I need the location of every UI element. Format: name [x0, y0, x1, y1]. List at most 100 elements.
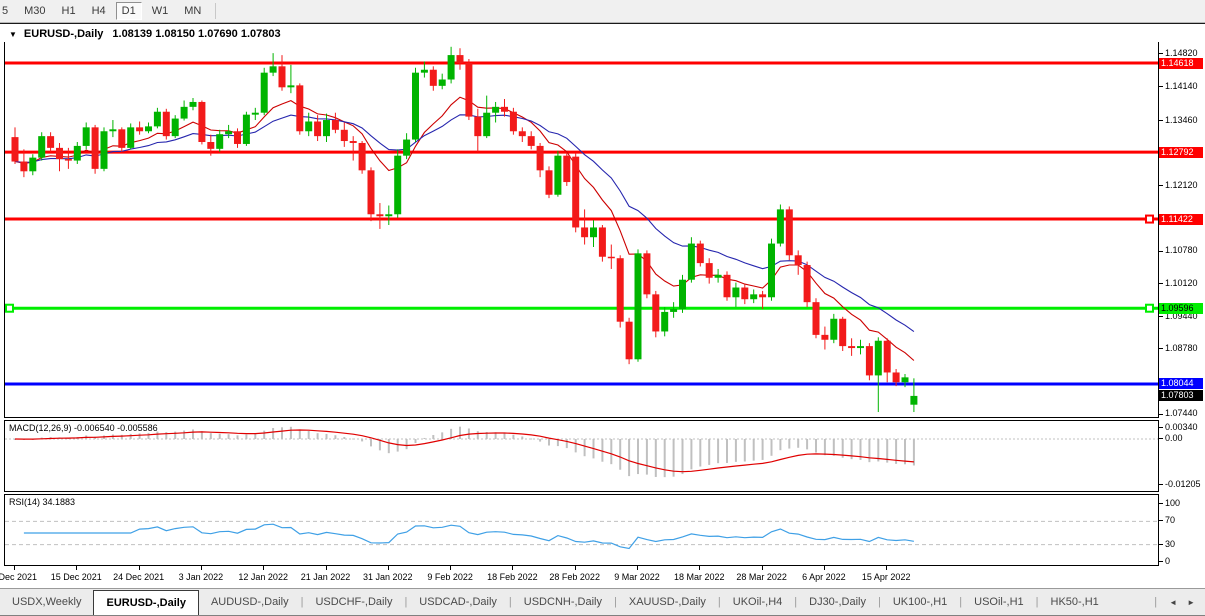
- timeframe-button-5[interactable]: 5: [2, 5, 9, 17]
- axis-tick: [1159, 315, 1163, 317]
- macd-label: MACD(12,26,9) -0.006540 -0.005586: [9, 423, 158, 433]
- tab-hk50-h1[interactable]: HK50-,H1: [1050, 596, 1099, 608]
- macd-chart: [5, 426, 1158, 478]
- timeframe-button-h1[interactable]: H1: [61, 5, 76, 17]
- price-axis-label: 1.08780: [1159, 343, 1198, 353]
- date-axis-tick: [14, 566, 15, 570]
- date-axis-label: 15 Dec 2021: [50, 572, 102, 582]
- date-axis-label: 18 Mar 2022: [674, 572, 725, 582]
- date-axis-tick: [512, 566, 514, 570]
- tab-usdcnh-daily[interactable]: USDCNH-,Daily: [523, 596, 603, 608]
- axis-tick: [1159, 484, 1163, 486]
- axis-tick: [1159, 185, 1163, 187]
- price-level-badge: 1.12792: [1159, 146, 1203, 158]
- tab-separator: |: [404, 596, 408, 608]
- tab-dj30-daily[interactable]: DJ30-,Daily: [809, 596, 866, 608]
- macd-axis-label: -0.01205: [1159, 479, 1201, 489]
- tab-scroll-left-icon[interactable]: ◄: [1169, 597, 1178, 607]
- date-axis-label: 21 Jan 2022: [300, 572, 351, 582]
- date-axis-label: 9 Mar 2022: [614, 572, 660, 582]
- tab-usdcad-daily[interactable]: USDCAD-,Daily: [419, 596, 497, 608]
- tab-usdchf-daily[interactable]: USDCHF-,Daily: [315, 596, 393, 608]
- axis-tick: [1159, 282, 1163, 284]
- price-chart-pane[interactable]: [4, 42, 1159, 418]
- price-axis-label: 1.07440: [1159, 408, 1198, 418]
- axis-tick: [1159, 413, 1163, 415]
- line-handle-right[interactable]: [1145, 303, 1154, 313]
- tab-xauusd-daily[interactable]: XAUUSD-,Daily: [628, 596, 706, 608]
- line-handle-right[interactable]: [1145, 214, 1154, 224]
- date-axis-tick: [76, 566, 78, 570]
- tab-usoil-h1[interactable]: USOil-,H1: [974, 596, 1024, 608]
- price-level-badge: 1.09596: [1159, 302, 1203, 314]
- tab-separator: |: [508, 596, 512, 608]
- timeframe-button-h4[interactable]: H4: [91, 5, 106, 17]
- macd-axis-label: 0.00340: [1159, 422, 1198, 432]
- timeframe-toolbar: 5 M30 H1 H4 D1 W1 MN: [0, 0, 1205, 23]
- price-axis-label: 1.12120: [1159, 180, 1198, 190]
- candlestick-series: [11, 46, 918, 413]
- timeframe-button-m30[interactable]: M30: [24, 5, 46, 17]
- price-axis-label: 1.14820: [1159, 48, 1198, 58]
- axis-tick: [1159, 119, 1163, 121]
- rsi-indicator-pane[interactable]: RSI(14) 34.1883: [4, 494, 1159, 566]
- rsi-axis-label: 0: [1159, 556, 1170, 566]
- tab-ukoil-h4[interactable]: UKOil-,H4: [732, 596, 783, 608]
- rsi-axis-label: 70: [1159, 515, 1175, 525]
- date-axis-tick: [263, 566, 265, 570]
- macd-signal-line: [14, 429, 914, 473]
- price-axis-label: 1.13460: [1159, 115, 1198, 125]
- price-axis-label: 1.09440: [1159, 311, 1198, 321]
- price-axis-label: 1.10780: [1159, 245, 1198, 255]
- price-level-badge: 1.07803: [1159, 390, 1203, 402]
- axis-tick: [1159, 520, 1163, 522]
- line-handle-left[interactable]: [5, 303, 14, 313]
- date-axis-label: 6 Dec 2021: [0, 572, 38, 582]
- chart-title-bar: ▼ EURUSD-,Daily 1.08139 1.08150 1.07690 …: [0, 26, 281, 42]
- axis-tick: [1159, 544, 1163, 546]
- price-axis-label: 1.14140: [1159, 81, 1198, 91]
- timeframe-button-mn[interactable]: MN: [184, 5, 202, 17]
- date-axis-tick: [761, 566, 763, 570]
- date-axis-label: 28 Feb 2022: [549, 572, 600, 582]
- date-axis-label: 18 Feb 2022: [487, 572, 538, 582]
- date-axis: 6 Dec 2021 15 Dec 2021 24 Dec 2021 3 Jan 20…: [0, 566, 1159, 589]
- price-axis[interactable]: 1.14820 1.14140 1.13460 1.12120 1.10780 1.101…: [1159, 24, 1205, 589]
- timeframe-button-w1[interactable]: W1: [151, 5, 169, 17]
- date-axis-label: 12 Jan 2022: [238, 572, 288, 582]
- toolbar-separator: [215, 3, 217, 19]
- tab-scroll-right-icon[interactable]: ►: [1187, 597, 1195, 607]
- tab-eurusd-daily[interactable]: EURUSD-,Daily: [93, 590, 199, 615]
- date-axis-label: 24 Dec 2021: [113, 572, 165, 582]
- timeframe-button-d1[interactable]: D1: [115, 2, 142, 20]
- date-axis-tick: [823, 566, 825, 570]
- axis-tick: [1159, 348, 1163, 350]
- rsi-label: RSI(14) 34.1883: [9, 497, 76, 507]
- date-axis-tick: [138, 566, 140, 570]
- date-axis-tick: [699, 566, 701, 570]
- macd-histogram: [14, 426, 915, 478]
- date-axis-tick: [574, 566, 576, 570]
- moving-average-line: [14, 114, 915, 333]
- date-axis-tick: [450, 566, 452, 570]
- chart-dropdown-icon[interactable]: ▼: [9, 29, 17, 39]
- date-axis-label: 15 Apr 2022: [861, 572, 911, 582]
- macd-indicator-pane[interactable]: MACD(12,26,9) -0.006540 -0.005586: [4, 420, 1159, 492]
- date-axis-tick: [886, 566, 888, 570]
- axis-tick: [1159, 503, 1163, 505]
- tab-separator: |: [877, 596, 881, 608]
- tab-usdx-weekly[interactable]: USDX,Weekly: [12, 596, 82, 608]
- date-axis-label: 31 Jan 2022: [363, 572, 413, 582]
- tab-separator: |: [717, 596, 721, 608]
- tab-audusd-daily[interactable]: AUDUSD-,Daily: [210, 596, 289, 608]
- tab-separator: |: [300, 596, 304, 608]
- tab-uk100-h1[interactable]: UK100-,H1: [892, 596, 948, 608]
- tab-separator: |: [1154, 596, 1158, 608]
- date-axis-tick: [200, 566, 202, 570]
- date-axis-tick: [387, 566, 389, 570]
- axis-tick: [1159, 561, 1163, 563]
- axis-tick: [1159, 438, 1163, 440]
- price-level-badge: 1.08044: [1159, 378, 1203, 390]
- price-axis-label: 1.10120: [1159, 278, 1198, 288]
